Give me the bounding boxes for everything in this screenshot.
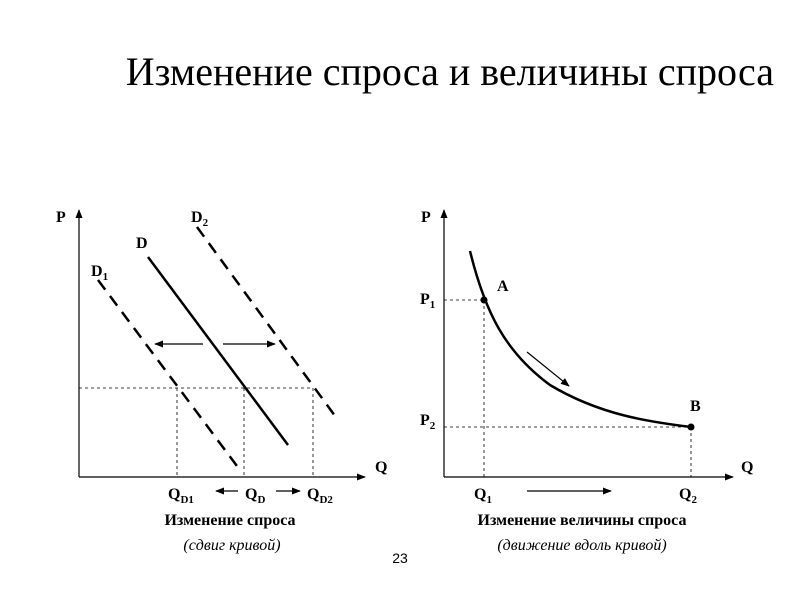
right-y-axis-label: P (421, 209, 431, 226)
demand-curve-d1 (96, 279, 242, 471)
point-a-label: A (497, 278, 509, 295)
demand-curve-d2 (195, 226, 340, 421)
right-caption: Изменение величины спроса (478, 512, 687, 529)
right-caption-sub: (движение вдоль кривой) (497, 537, 666, 554)
curve-label-d1: D1 (91, 263, 108, 283)
curve-label-d: D (136, 235, 148, 252)
curve-label-d2: D2 (191, 209, 209, 229)
slide-title: Изменение спроса и величины спроса (125, 49, 774, 94)
q2-label: Q2 (679, 486, 697, 506)
left-demand-shift-diagram: P Q D D1 D2 QD1 QD QD2 (56, 209, 387, 554)
point-a (480, 296, 488, 304)
left-caption-sub: (сдвиг кривой) (183, 537, 280, 554)
demand-curve-d (146, 256, 290, 446)
x-label-qd: QD (245, 486, 265, 506)
left-caption: Изменение спроса (164, 512, 295, 529)
right-quantity-change-diagram: P Q A B P1 P2 Q1 Q2 Изменение величины с… (420, 209, 753, 554)
movement-arrow (526, 351, 570, 387)
page-number: 23 (392, 550, 408, 566)
left-x-axis-label: Q (375, 459, 387, 476)
p2-label: P2 (420, 412, 436, 432)
p1-label: P1 (420, 291, 435, 311)
x-label-qd2: QD2 (307, 486, 333, 506)
q1-label: Q1 (474, 486, 492, 506)
left-y-axis-label: P (56, 209, 66, 226)
right-x-axis-label: Q (741, 459, 753, 476)
x-label-qd1: QD1 (168, 486, 194, 506)
point-b (687, 423, 695, 431)
point-b-label: B (690, 398, 701, 415)
